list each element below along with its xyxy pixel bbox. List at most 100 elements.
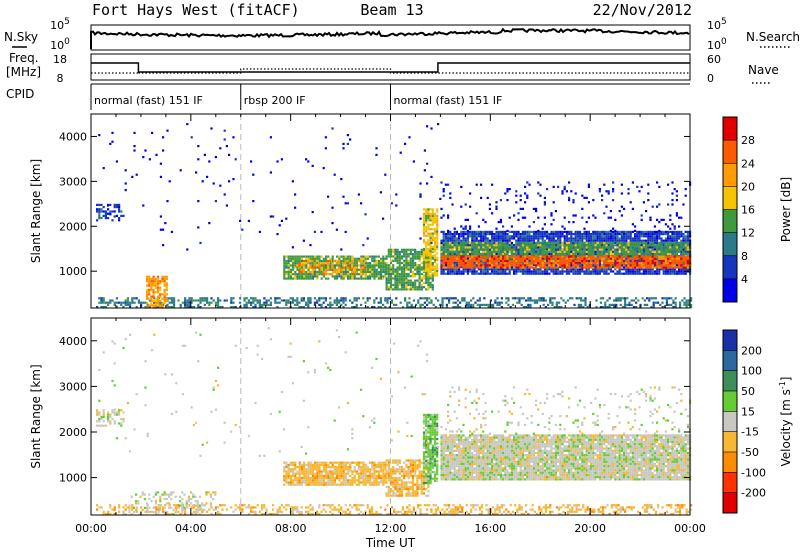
echo-cell <box>478 299 481 302</box>
echo-cell <box>440 230 443 233</box>
echo-cell <box>624 306 627 309</box>
echo-cell <box>102 210 105 213</box>
echo-cell <box>394 250 397 254</box>
echo-cell <box>682 235 685 238</box>
echo-cell <box>513 246 516 249</box>
echo-cell <box>358 277 361 280</box>
echo-cell <box>555 301 558 304</box>
echo-cell <box>495 266 498 269</box>
echo-cell <box>292 268 295 271</box>
echo-cell <box>471 262 474 265</box>
echo-cell <box>453 259 456 263</box>
echo-cell <box>355 277 358 280</box>
echo-cell <box>168 301 171 304</box>
echo-cell <box>548 268 551 271</box>
echo-cell <box>559 237 562 240</box>
echo-cell <box>418 277 421 280</box>
echo-cell <box>475 244 478 247</box>
echo-cell <box>686 253 689 256</box>
echo-cell <box>548 259 551 263</box>
echo-cell <box>473 272 476 275</box>
echo-cell <box>382 262 385 265</box>
echo-cell <box>377 273 380 276</box>
echo-cell <box>493 253 496 256</box>
echo-cell <box>355 268 358 271</box>
echo-cell <box>433 245 437 248</box>
echo-cell <box>486 233 489 236</box>
echo-cell <box>482 244 485 247</box>
echo-cell <box>192 306 195 309</box>
echo-cell <box>300 277 303 280</box>
echo-cell <box>322 259 325 263</box>
echo-cell <box>396 279 399 282</box>
echo-cell <box>552 270 555 273</box>
echo-cell <box>491 270 494 273</box>
echo-cell <box>436 232 439 235</box>
echo-cell <box>645 233 648 236</box>
echo-cell <box>594 270 597 273</box>
echo-cell <box>405 272 408 276</box>
echo-cell <box>471 246 474 249</box>
echo-cell <box>647 272 650 275</box>
echo-cell <box>574 246 577 249</box>
echo-cell <box>629 268 632 271</box>
echo-cell <box>425 258 428 262</box>
echo-cell <box>675 272 678 275</box>
echo-cell <box>675 250 678 253</box>
echo-cell <box>477 246 480 249</box>
echo-cell <box>447 244 450 247</box>
echo-cell <box>342 268 345 271</box>
echo-cell <box>513 255 516 258</box>
echo-cell <box>389 286 393 289</box>
echo-cell <box>329 301 332 304</box>
echo-cell <box>502 242 505 245</box>
echo-cell <box>563 230 566 233</box>
echo-cell <box>521 250 524 253</box>
echo-cell <box>557 248 560 251</box>
echo-cell <box>455 244 458 247</box>
echo-cell <box>596 270 599 273</box>
echo-cell <box>592 233 595 236</box>
echo-cell <box>369 273 372 276</box>
echo-cell <box>447 235 450 238</box>
echo-cell <box>596 246 599 249</box>
echo-cell <box>614 244 617 247</box>
echo-cell <box>472 306 475 309</box>
echo-cell <box>658 270 661 273</box>
echo-cell <box>331 262 334 265</box>
echo-cell <box>513 244 516 247</box>
echo-cell <box>530 259 533 263</box>
echo-cell <box>455 237 458 240</box>
echo-cell <box>687 299 690 302</box>
echo-cell <box>427 217 430 220</box>
echo-cell <box>392 277 395 280</box>
echo-cell <box>656 257 659 260</box>
echo-cell <box>453 233 456 236</box>
echo-cell <box>469 257 472 260</box>
echo-cell <box>483 303 486 306</box>
echo-cell <box>488 272 491 275</box>
echo-cell <box>477 235 480 238</box>
echo-cell <box>671 239 674 242</box>
echo-cell <box>357 297 360 300</box>
echo-cell <box>603 230 606 233</box>
echo-cell <box>427 263 430 266</box>
echo-cell <box>491 239 494 242</box>
echo-cell <box>690 297 693 300</box>
echo-cell <box>294 264 297 267</box>
echo-cell <box>296 303 299 306</box>
echo-cell <box>618 233 621 236</box>
echo-cell <box>583 235 586 238</box>
echo-cell <box>510 244 513 247</box>
echo-cell <box>576 233 579 236</box>
echo-cell <box>287 275 290 278</box>
echo-cell <box>467 301 470 304</box>
echo-cell <box>349 268 352 271</box>
echo-cell <box>570 248 573 251</box>
echo-cell <box>520 297 523 300</box>
echo-cell <box>517 250 520 253</box>
echo-cell <box>574 248 577 251</box>
echo-cell <box>568 262 571 265</box>
echo-cell <box>267 299 270 302</box>
echo-cell <box>455 255 458 258</box>
